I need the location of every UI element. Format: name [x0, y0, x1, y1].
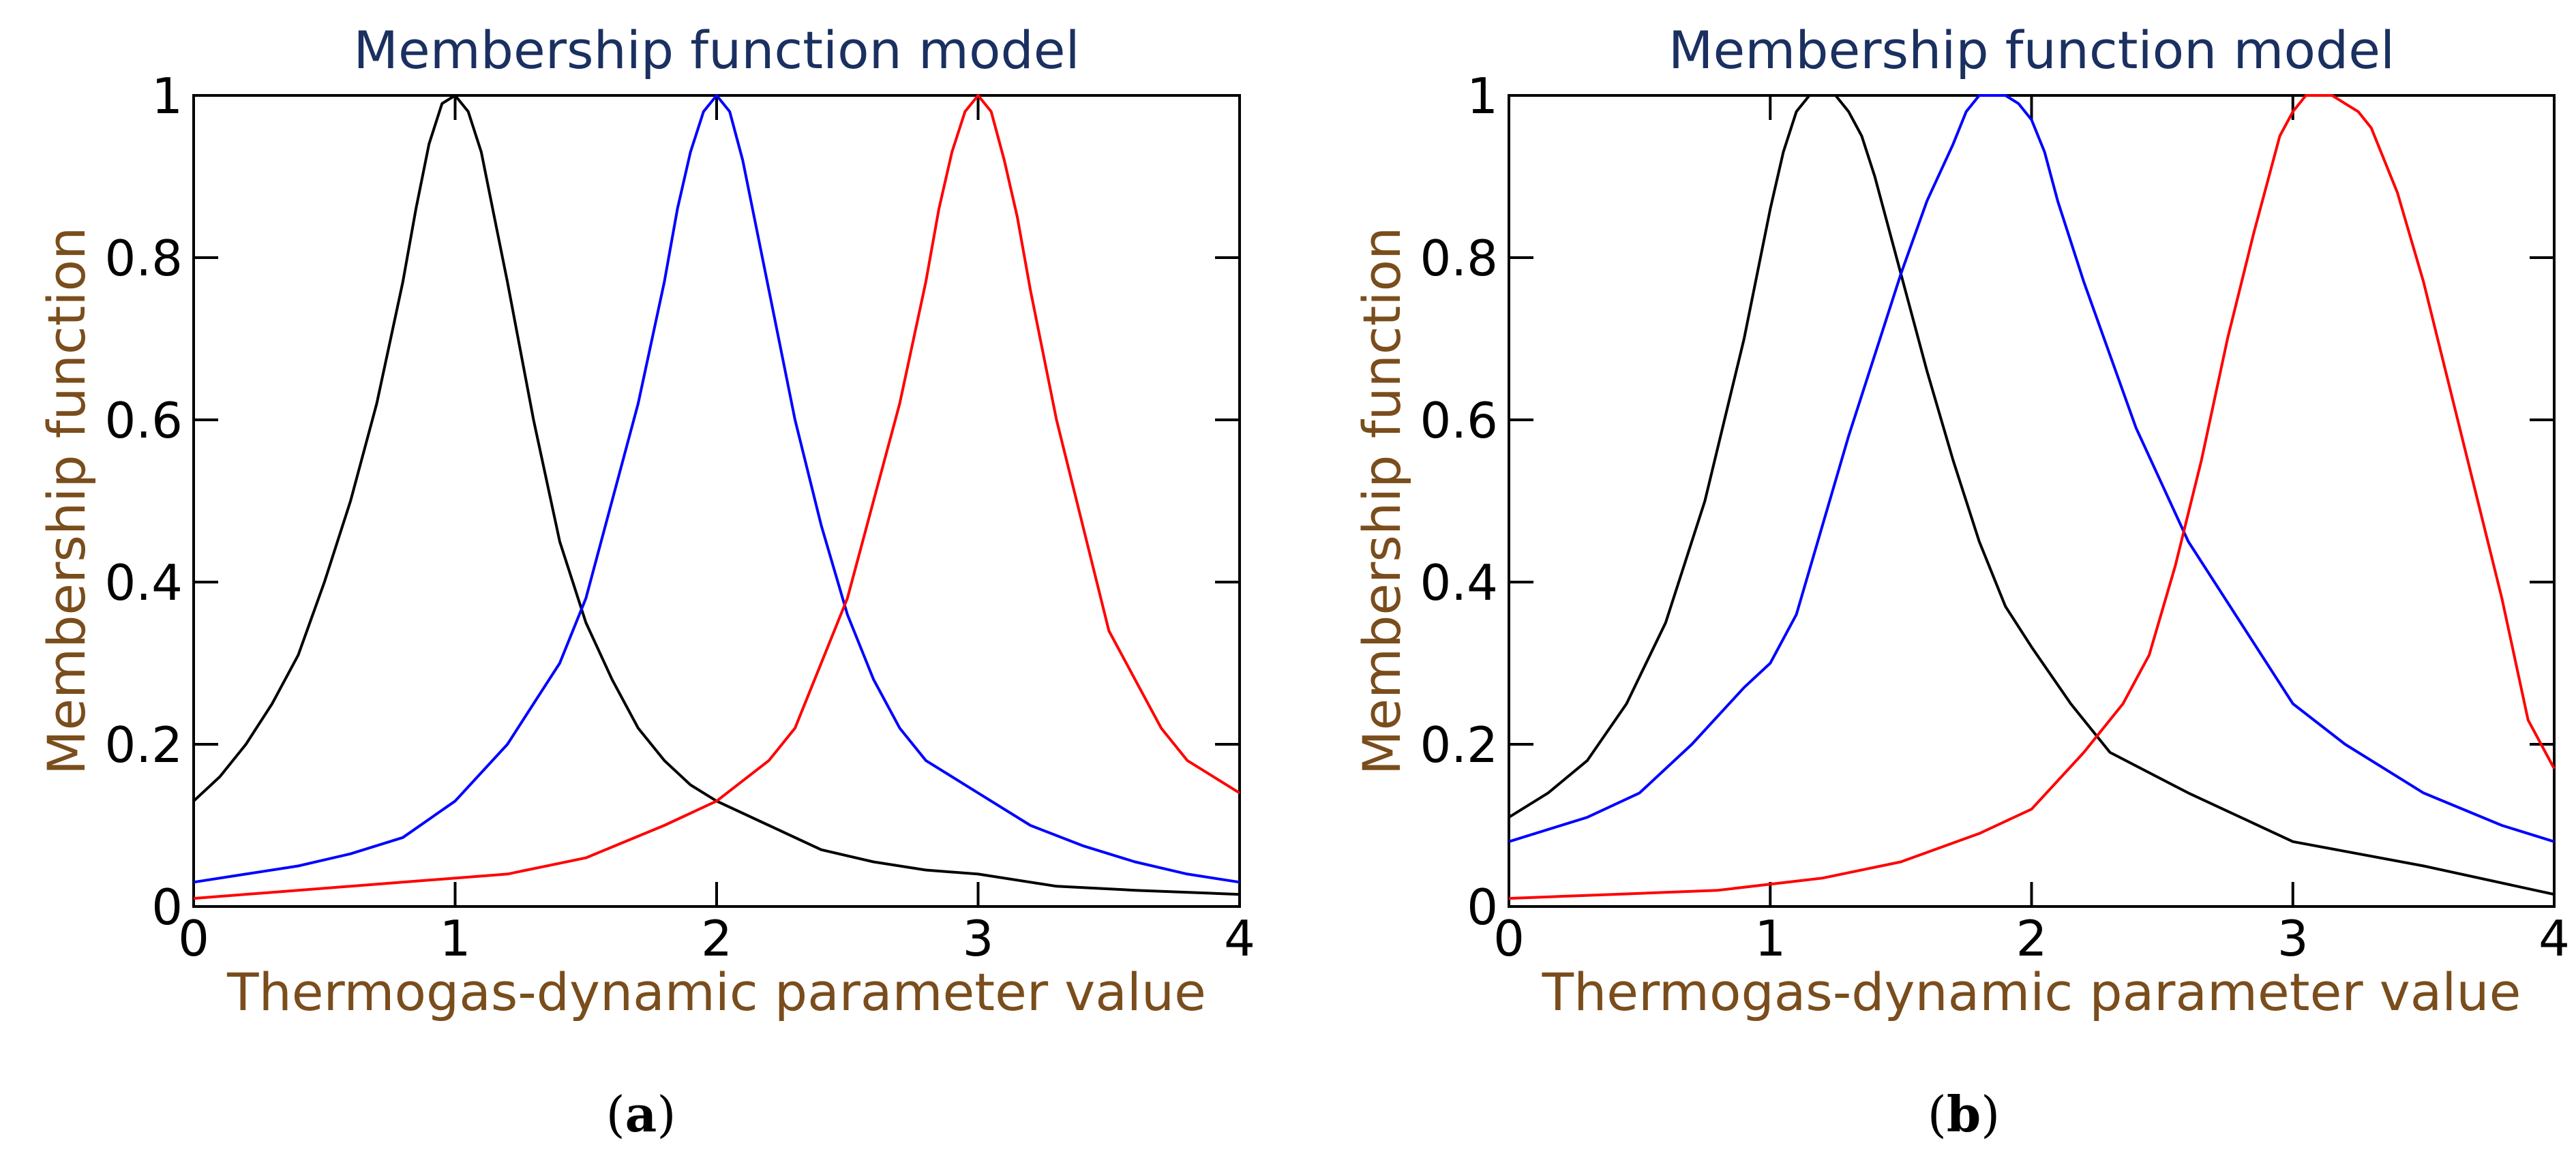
series-line-black-curve	[1508, 94, 2555, 896]
caption-close-paren: )	[1981, 1086, 2000, 1143]
caption-open-paren: (	[1928, 1086, 1947, 1143]
y-tick-label: 1	[151, 67, 183, 125]
chart-panel-b: Membership function model 0 0.2 0.4 0.6 0.8 1 0…	[1351, 20, 2570, 1143]
y-tick-label: 0.8	[1420, 230, 1498, 287]
series-line-blue-curve	[193, 94, 1240, 884]
x-tick-label: 2	[701, 910, 732, 967]
x-axis-label: Thermogas-dynamic parameter value	[226, 962, 1206, 1022]
x-tick-label: 3	[2277, 910, 2309, 967]
y-axis-label: Membership function	[1351, 227, 1412, 775]
caption-letter: a	[625, 1085, 657, 1143]
x-tick-label: 0	[1493, 910, 1525, 967]
series-line-red-curve	[1508, 94, 2556, 900]
x-tick-label: 3	[963, 910, 994, 967]
y-tick-label: 0.2	[1420, 716, 1498, 774]
x-tick-label: 1	[1754, 910, 1786, 967]
x-tick-label: 0	[178, 910, 209, 967]
series-line-black-curve	[192, 94, 1240, 896]
y-axis-label: Membership function	[36, 227, 97, 775]
y-tick-label: 0.2	[104, 716, 183, 774]
chart-title: Membership function model	[353, 20, 1079, 80]
chart-panel-a: Membership function model 0 0.2 0.4 0.6 0.8 1 0…	[36, 20, 1255, 1143]
x-axis-label: Thermogas-dynamic parameter value	[1542, 962, 2521, 1022]
panel-caption: (a)	[606, 1085, 676, 1143]
chart-title: Membership function model	[1668, 20, 2395, 80]
series-line-blue-curve	[1508, 94, 2555, 843]
x-tick-label: 4	[1224, 910, 1255, 967]
x-tick-label: 4	[2538, 910, 2570, 967]
y-tick-label: 0.4	[104, 554, 183, 611]
y-tick-label: 0.4	[1420, 554, 1498, 611]
y-tick-label: 0	[1467, 879, 1498, 936]
x-tick-label: 1	[440, 910, 471, 967]
caption-open-paren: (	[606, 1086, 625, 1143]
y-tick-label: 0.6	[104, 392, 183, 449]
panel-caption: (b)	[1928, 1085, 2001, 1143]
y-tick-label: 0.6	[1420, 392, 1498, 449]
y-tick-label: 0.8	[104, 230, 183, 287]
x-tick-label: 2	[2016, 910, 2048, 967]
y-tick-label: 1	[1467, 67, 1498, 125]
caption-close-paren: )	[657, 1086, 676, 1143]
y-tick-label: 0	[151, 879, 183, 936]
caption-letter: b	[1947, 1085, 1981, 1143]
series-line-red-curve	[193, 94, 1241, 900]
